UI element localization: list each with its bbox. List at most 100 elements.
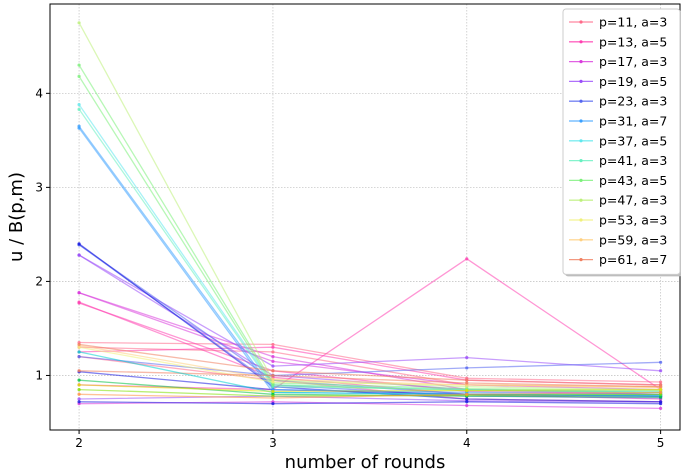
data-point xyxy=(77,63,81,67)
series-lines xyxy=(77,21,663,410)
legend-marker xyxy=(579,159,583,163)
legend-label: p=41, a=3 xyxy=(599,153,667,168)
legend-marker xyxy=(579,20,583,24)
legend-marker xyxy=(579,79,583,83)
data-point xyxy=(77,392,81,396)
data-point xyxy=(271,345,275,349)
series-line xyxy=(79,395,661,403)
x-tick-label: 5 xyxy=(657,436,665,450)
data-point xyxy=(659,402,663,406)
legend-marker xyxy=(579,258,583,262)
legend-label: p=61, a=7 xyxy=(599,252,667,267)
data-point xyxy=(465,355,469,360)
data-point xyxy=(659,360,663,364)
legend-label: p=43, a=5 xyxy=(599,173,667,188)
data-point xyxy=(271,359,275,363)
data-point xyxy=(77,74,81,79)
data-point xyxy=(77,387,81,392)
series-line xyxy=(79,343,661,386)
legend-marker xyxy=(579,139,583,143)
legend-label: p=23, a=3 xyxy=(599,94,667,109)
series-line xyxy=(78,344,661,389)
data-point xyxy=(271,377,275,381)
legend-marker xyxy=(579,40,583,44)
series-line xyxy=(79,370,661,388)
series-line xyxy=(79,391,661,399)
data-point xyxy=(659,380,663,384)
data-point xyxy=(271,355,275,359)
data-point xyxy=(77,369,81,373)
legend-marker xyxy=(579,198,583,202)
series-line xyxy=(78,254,661,372)
data-point xyxy=(659,369,663,373)
series-line xyxy=(78,76,661,394)
data-point xyxy=(465,403,469,408)
data-point xyxy=(77,355,81,359)
y-tick-label: 4 xyxy=(35,86,43,100)
data-point xyxy=(77,342,81,347)
data-point xyxy=(659,385,663,389)
data-point xyxy=(271,364,275,368)
data-point xyxy=(77,397,81,401)
data-point xyxy=(77,126,81,130)
series-line xyxy=(79,384,661,393)
legend-marker xyxy=(579,119,583,123)
legend-marker xyxy=(579,218,583,222)
legend-label: p=17, a=3 xyxy=(599,54,667,69)
data-point xyxy=(77,21,81,25)
x-tick-label: 3 xyxy=(269,436,277,450)
y-tick-label: 2 xyxy=(35,274,43,288)
data-point xyxy=(271,402,275,406)
legend-label: p=47, a=3 xyxy=(599,193,667,208)
data-point xyxy=(77,291,81,295)
data-point xyxy=(465,378,469,382)
data-point xyxy=(465,257,469,261)
legend-label: p=31, a=7 xyxy=(599,114,667,129)
data-point xyxy=(659,406,663,410)
legend-marker xyxy=(579,178,583,182)
data-point xyxy=(77,400,81,404)
data-point xyxy=(77,378,81,382)
legend-label: p=59, a=3 xyxy=(599,232,667,247)
legend-marker xyxy=(579,238,583,242)
data-point xyxy=(271,373,275,378)
data-point xyxy=(271,350,275,354)
data-point xyxy=(77,253,81,257)
series-line xyxy=(79,401,661,405)
data-point xyxy=(77,300,81,304)
data-point xyxy=(465,397,469,401)
data-point xyxy=(465,388,469,393)
data-point xyxy=(465,392,469,396)
data-point xyxy=(465,381,469,385)
data-point xyxy=(271,389,275,394)
data-point xyxy=(271,342,275,347)
data-point xyxy=(77,383,81,387)
y-axis-label: u / B(p,m) xyxy=(6,172,27,262)
y-tick-label: 1 xyxy=(35,368,43,382)
data-point xyxy=(465,366,469,370)
data-point xyxy=(465,400,469,404)
legend-label: p=13, a=5 xyxy=(599,34,667,49)
data-point xyxy=(271,380,275,384)
data-point xyxy=(659,390,663,394)
legend: p=11, a=3 p=13, a=5 p=17, a=3 p=19, a=5 p=23… xyxy=(562,8,681,277)
y-tick-label: 3 xyxy=(35,180,43,194)
series-line xyxy=(78,292,661,391)
series-line xyxy=(79,355,661,377)
legend-marker xyxy=(579,60,583,64)
legend-marker xyxy=(579,99,583,103)
legend-label: p=11, a=3 xyxy=(599,15,667,30)
legend-box xyxy=(562,8,681,275)
x-axis-label: number of rounds xyxy=(285,452,446,473)
x-tick-label: 4 xyxy=(463,436,471,450)
data-point xyxy=(271,396,275,400)
data-point xyxy=(659,387,663,392)
data-point xyxy=(77,107,81,111)
legend-label: p=53, a=3 xyxy=(599,213,667,228)
data-point xyxy=(271,383,275,387)
data-point xyxy=(77,103,81,107)
legend-label: p=19, a=5 xyxy=(599,74,667,89)
data-point xyxy=(77,350,81,354)
x-tick-label: 2 xyxy=(75,436,83,450)
